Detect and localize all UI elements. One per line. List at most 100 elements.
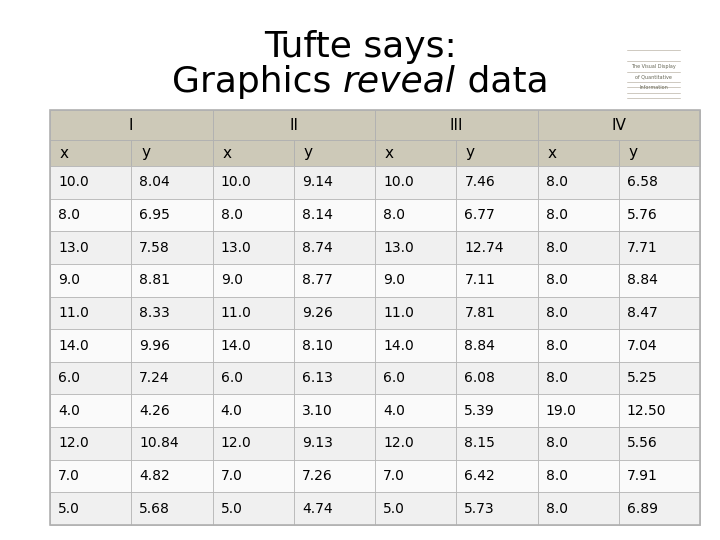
Text: 8.0: 8.0	[220, 208, 243, 222]
Bar	[456, 329, 538, 362]
Bar	[131, 264, 212, 296]
Text: y: y	[141, 145, 150, 160]
Bar	[131, 140, 212, 166]
Bar	[50, 199, 131, 231]
Bar	[50, 166, 131, 199]
Bar	[50, 264, 131, 296]
Text: 8.0: 8.0	[546, 241, 567, 254]
Text: 5.39: 5.39	[464, 404, 495, 418]
Bar	[456, 492, 538, 525]
Text: x: x	[222, 145, 231, 160]
Bar	[538, 231, 618, 264]
Text: 10.0: 10.0	[58, 176, 89, 190]
Text: 10.0: 10.0	[220, 176, 251, 190]
Text: 10.0: 10.0	[383, 176, 414, 190]
Text: Information: Information	[639, 85, 667, 90]
Text: 8.14: 8.14	[302, 208, 333, 222]
Bar	[538, 492, 618, 525]
Bar	[618, 199, 700, 231]
Text: 12.74: 12.74	[464, 241, 504, 254]
Text: 6.77: 6.77	[464, 208, 495, 222]
Text: II: II	[289, 118, 298, 132]
Text: 8.0: 8.0	[546, 176, 567, 190]
Text: 7.91: 7.91	[627, 469, 658, 483]
Bar	[538, 427, 618, 460]
Text: 7.11: 7.11	[464, 273, 495, 287]
Bar	[212, 296, 294, 329]
Bar	[294, 460, 375, 492]
Text: x: x	[60, 145, 68, 160]
Bar	[538, 362, 618, 394]
Text: 7.0: 7.0	[383, 469, 405, 483]
Text: 3.10: 3.10	[302, 404, 333, 418]
Bar	[212, 394, 294, 427]
Bar	[212, 140, 294, 166]
Text: 4.0: 4.0	[383, 404, 405, 418]
Bar	[131, 231, 212, 264]
Text: data: data	[456, 65, 548, 99]
Bar	[294, 199, 375, 231]
Text: 8.10: 8.10	[302, 339, 333, 353]
Text: 8.84: 8.84	[627, 273, 658, 287]
Text: 14.0: 14.0	[220, 339, 251, 353]
Bar	[538, 140, 618, 166]
Bar	[212, 166, 294, 199]
Bar	[212, 199, 294, 231]
Bar	[294, 140, 375, 166]
Bar	[375, 199, 456, 231]
Text: 7.46: 7.46	[464, 176, 495, 190]
Text: 8.0: 8.0	[546, 469, 567, 483]
Bar	[618, 231, 700, 264]
Text: 11.0: 11.0	[220, 306, 251, 320]
Text: 8.0: 8.0	[546, 371, 567, 385]
Text: 7.81: 7.81	[464, 306, 495, 320]
Text: 8.47: 8.47	[627, 306, 657, 320]
Bar	[375, 394, 456, 427]
Bar	[456, 362, 538, 394]
Text: 7.71: 7.71	[627, 241, 657, 254]
Bar	[618, 492, 700, 525]
Bar	[456, 166, 538, 199]
Bar	[538, 394, 618, 427]
Bar	[131, 394, 212, 427]
Text: 5.0: 5.0	[220, 502, 243, 516]
Bar	[538, 166, 618, 199]
Bar	[538, 199, 618, 231]
Bar	[294, 296, 375, 329]
Text: 11.0: 11.0	[58, 306, 89, 320]
Bar	[212, 427, 294, 460]
Text: 9.13: 9.13	[302, 436, 333, 450]
Text: 6.0: 6.0	[58, 371, 80, 385]
Text: IV: IV	[611, 118, 626, 132]
Bar	[212, 264, 294, 296]
Bar	[50, 492, 131, 525]
Bar	[375, 296, 456, 329]
Text: 6.13: 6.13	[302, 371, 333, 385]
Text: 5.73: 5.73	[464, 502, 495, 516]
Bar	[375, 492, 456, 525]
Bar	[294, 362, 375, 394]
Text: 7.24: 7.24	[140, 371, 170, 385]
Text: Graphics: Graphics	[172, 65, 343, 99]
Text: x: x	[384, 145, 394, 160]
Bar	[131, 362, 212, 394]
Bar	[294, 394, 375, 427]
Text: 14.0: 14.0	[58, 339, 89, 353]
Text: 5.0: 5.0	[58, 502, 80, 516]
Text: 8.0: 8.0	[383, 208, 405, 222]
Text: 7.26: 7.26	[302, 469, 333, 483]
Text: 8.15: 8.15	[464, 436, 495, 450]
Text: 8.84: 8.84	[464, 339, 495, 353]
Text: 11.0: 11.0	[383, 306, 414, 320]
Text: 12.0: 12.0	[220, 436, 251, 450]
Text: x: x	[547, 145, 557, 160]
Text: 7.0: 7.0	[220, 469, 243, 483]
Bar	[456, 140, 538, 166]
Bar	[538, 296, 618, 329]
Text: 9.0: 9.0	[383, 273, 405, 287]
Bar	[618, 264, 700, 296]
Bar	[375, 264, 456, 296]
Bar	[131, 199, 212, 231]
Bar	[618, 362, 700, 394]
Bar	[538, 264, 618, 296]
